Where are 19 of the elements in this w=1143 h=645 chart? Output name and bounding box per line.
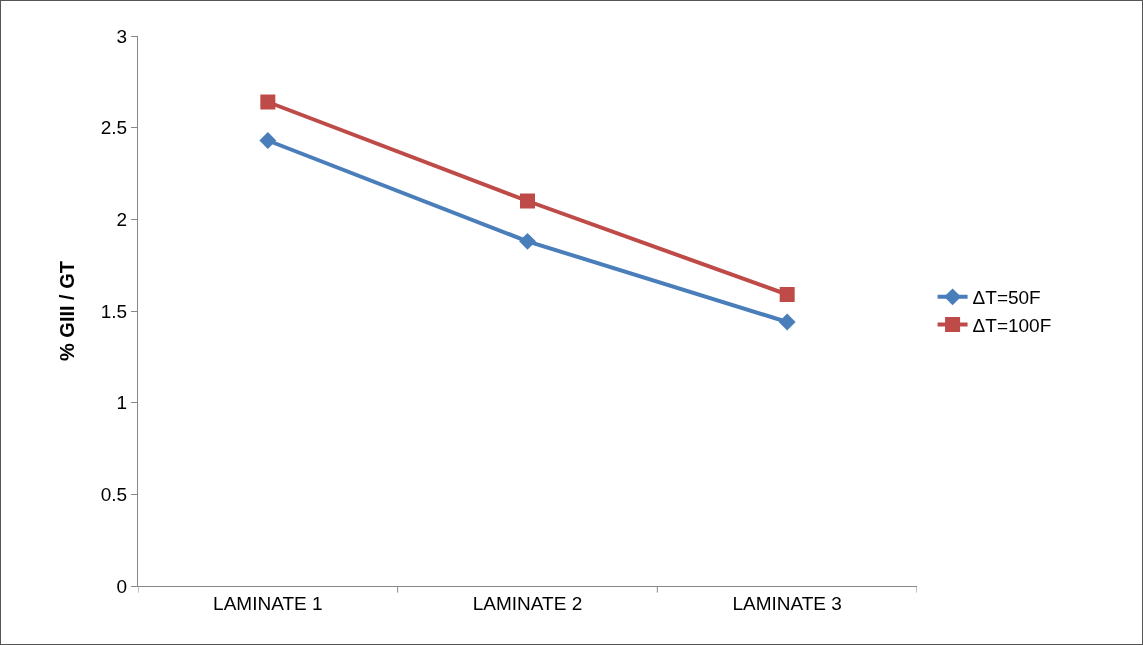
point (778, 313, 796, 331)
y-tick-label: 2.5 (100, 117, 128, 139)
y-tick-label: 0 (116, 575, 128, 597)
y-tick-label: 0.5 (100, 483, 128, 505)
y-tick-label: 2 (116, 208, 128, 230)
point (520, 193, 535, 209)
y-axis-title: % GIII / GT (56, 260, 79, 362)
legend-label: ΔT=100F (972, 314, 1052, 336)
point (779, 287, 795, 302)
y-tick-label: 3 (116, 25, 128, 47)
point (259, 132, 277, 149)
y-tick-label: 1 (116, 392, 128, 414)
point (519, 232, 536, 250)
x-tick-label: LAMINATE 2 (472, 592, 583, 614)
legend-label: ΔT=50F (972, 287, 1041, 309)
y-tick-label: 1.5 (100, 300, 128, 322)
point (260, 94, 276, 110)
x-tick-label: LAMINATE 1 (213, 592, 323, 614)
x-tick-label: LAMINATE 3 (732, 592, 842, 614)
